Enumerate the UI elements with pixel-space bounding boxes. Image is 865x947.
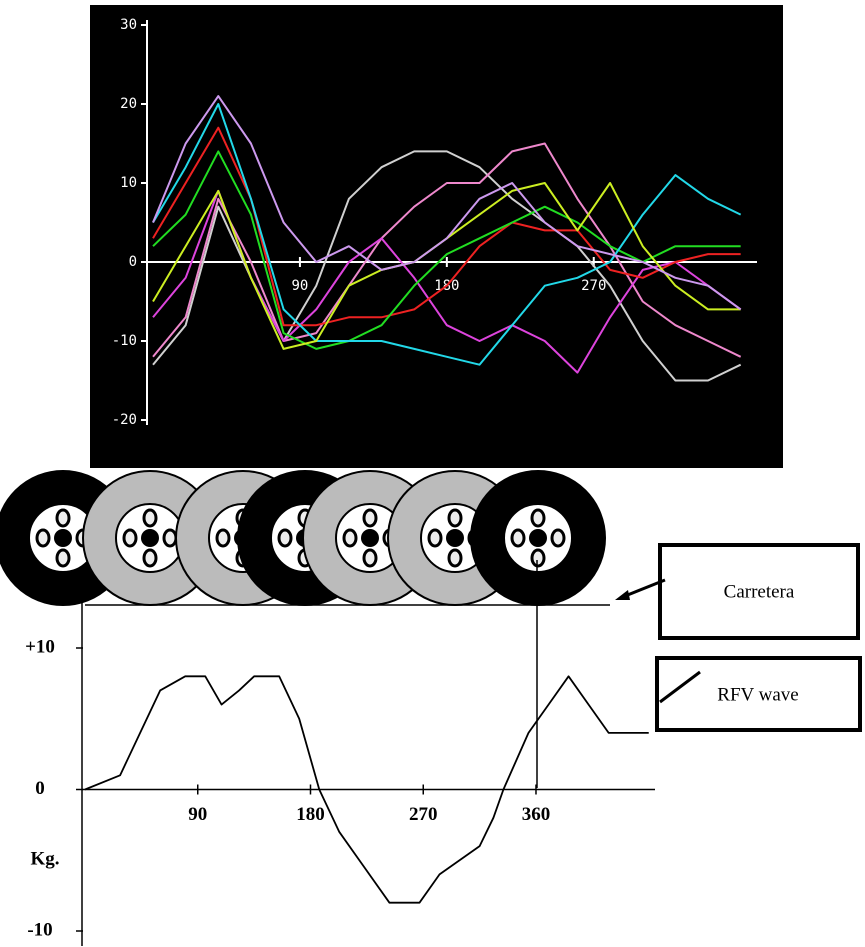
x-tick-label: 360 xyxy=(522,804,551,825)
lug-hole xyxy=(215,528,231,548)
lug-hole xyxy=(447,548,463,568)
lug-hole xyxy=(510,528,526,548)
lug-hole xyxy=(277,528,293,548)
data-line xyxy=(152,142,742,358)
y-tick-label: -10 xyxy=(27,919,52,940)
x-tick-label: 270 xyxy=(581,278,606,294)
y-tick-label: 0 xyxy=(35,778,45,799)
arrow-head xyxy=(615,590,630,600)
y-tick-label: 30 xyxy=(120,17,137,33)
hub-center xyxy=(54,529,72,547)
y-tick-label: -10 xyxy=(112,333,137,349)
bottom-chart: Carretera RFV wave Kg. +10 0 -10 90 180 270 36… xyxy=(25,543,862,946)
arrow xyxy=(659,670,701,704)
lug-hole xyxy=(427,528,443,548)
x-tick-label: 90 xyxy=(291,278,308,294)
lug-hole xyxy=(35,528,51,548)
x-tick-label: 90 xyxy=(188,804,207,825)
y-tick-label: -20 xyxy=(112,412,137,428)
wheels xyxy=(0,470,606,606)
y-axis-label: Kg. xyxy=(30,848,59,869)
annotation: Carretera xyxy=(724,581,795,602)
lug-hole xyxy=(142,508,158,528)
plot-background xyxy=(90,5,783,468)
callout-box xyxy=(655,656,862,732)
x-tick-label: 270 xyxy=(409,804,438,825)
x-tick-label: 180 xyxy=(296,804,325,825)
hub-center xyxy=(446,529,464,547)
y-tick-label: 0 xyxy=(129,254,137,270)
y-tick-label: +10 xyxy=(25,636,55,657)
hub-center xyxy=(141,529,159,547)
lug-hole xyxy=(55,508,71,528)
y-tick-label: 10 xyxy=(120,175,137,191)
lug-hole xyxy=(550,528,566,548)
annotation: RFV wave xyxy=(717,684,798,705)
hub-center xyxy=(361,529,379,547)
lug-hole xyxy=(162,528,178,548)
data-line xyxy=(152,103,742,366)
hub-center xyxy=(529,529,547,547)
data-line xyxy=(84,675,649,904)
lug-hole xyxy=(342,528,358,548)
callout-box xyxy=(658,543,860,640)
lug-hole xyxy=(142,548,158,568)
lug-hole xyxy=(530,508,546,528)
lug-hole xyxy=(362,548,378,568)
lug-hole xyxy=(55,548,71,568)
y-tick-label: 20 xyxy=(120,96,137,112)
lug-hole xyxy=(362,508,378,528)
lug-hole xyxy=(447,508,463,528)
data-line xyxy=(152,95,742,311)
lug-hole xyxy=(530,548,546,568)
lug-hole xyxy=(122,528,138,548)
